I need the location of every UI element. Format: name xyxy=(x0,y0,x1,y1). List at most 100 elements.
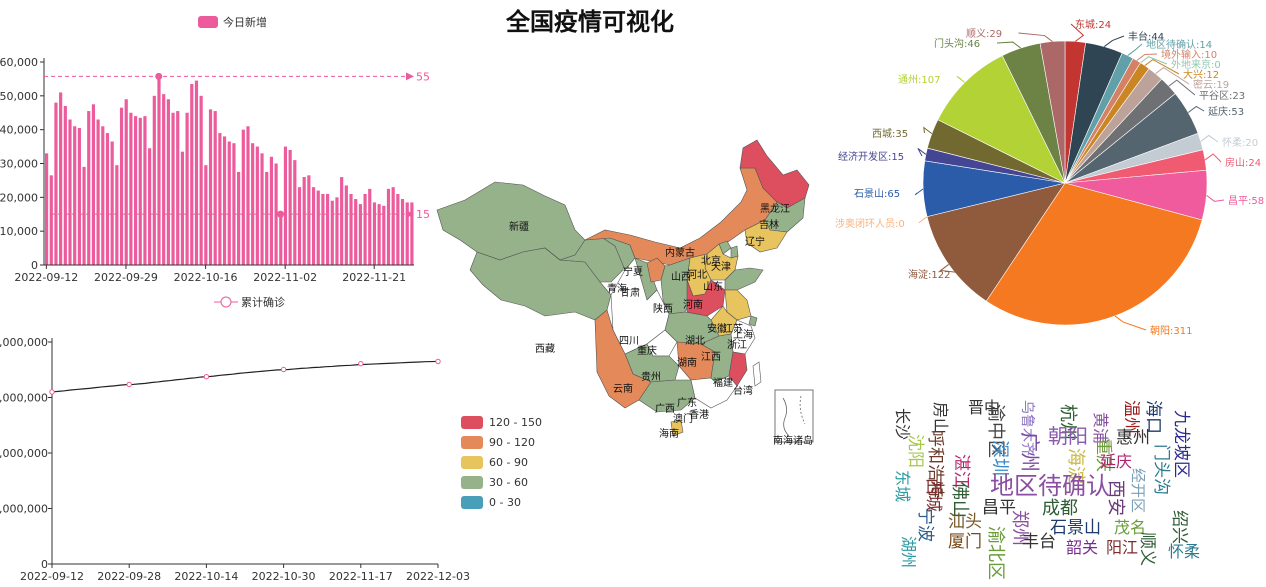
y-tick-label: 4,000,000 xyxy=(0,447,48,460)
bar xyxy=(293,160,297,265)
page-title: 全国疫情可视化 xyxy=(506,8,674,36)
word-cloud-word: 西城 xyxy=(923,478,943,512)
pie-label-line xyxy=(1114,315,1147,331)
province-海南 xyxy=(670,419,684,437)
bar xyxy=(110,141,114,265)
bar xyxy=(307,175,311,265)
word-cloud-word: 沈阳 xyxy=(905,434,925,468)
pie-label: 大兴:12 xyxy=(1183,68,1219,81)
y-tick-label: 0 xyxy=(31,259,38,272)
bar xyxy=(152,95,156,265)
word-cloud-word: 晋中 xyxy=(968,398,1001,417)
pie-label-line xyxy=(1204,153,1222,163)
pie-label: 东城:24 xyxy=(1075,18,1111,31)
pie-label: 经济开发区:15 xyxy=(838,150,904,163)
province-label-广东: 广东 xyxy=(677,396,697,409)
bar xyxy=(326,193,330,265)
map-legend-item[interactable]: 120 - 150 xyxy=(461,416,542,429)
y-tick-label: 30,000 xyxy=(0,158,38,171)
province-广东 xyxy=(690,375,738,409)
pie-label: 地区待确认:14 xyxy=(1146,38,1212,51)
province-label-辽宁: 辽宁 xyxy=(745,235,765,248)
y-tick-label: 0 xyxy=(41,558,48,571)
bar xyxy=(260,153,264,265)
province-label-浙江: 浙江 xyxy=(727,339,747,351)
province-label-广西: 广西 xyxy=(655,403,675,415)
pie-label-line xyxy=(939,264,972,275)
bar xyxy=(279,214,283,265)
cumulative-marker xyxy=(435,358,441,365)
legend-label-daily: 今日新增 xyxy=(223,15,267,29)
map-legend-swatch xyxy=(461,476,483,489)
map-legend-item[interactable]: 60 - 90 xyxy=(461,456,528,469)
word-cloud-word: 昌平 xyxy=(982,498,1016,518)
bar xyxy=(133,116,138,265)
bar xyxy=(194,80,199,265)
x-tick-label: 2022-09-12 xyxy=(20,570,84,583)
legend-label-cumulative: 累计确诊 xyxy=(241,295,285,309)
bar xyxy=(288,149,292,265)
bar xyxy=(222,136,227,265)
word-cloud-word: 成都 xyxy=(1042,498,1078,519)
bar xyxy=(180,151,185,265)
bar xyxy=(171,112,175,265)
pie-slice xyxy=(926,182,1066,302)
province-label-湖北: 湖北 xyxy=(685,335,705,347)
pie-label: 朝阳:311 xyxy=(1150,325,1192,337)
bar xyxy=(91,104,96,266)
x-tick-label: 2022-10-14 xyxy=(174,570,238,583)
word-cloud-word: 广州 xyxy=(1018,432,1042,472)
x-tick-label: 2022-11-02 xyxy=(253,271,317,284)
pie-label-line xyxy=(956,75,966,83)
cumulative-marker xyxy=(49,389,55,395)
pie-label-line xyxy=(1127,43,1143,56)
map-legend-item[interactable]: 0 - 30 xyxy=(461,496,521,509)
x-tick-label: 2022-09-12 xyxy=(14,271,78,284)
bar xyxy=(208,109,213,265)
pie-label-line xyxy=(1103,35,1125,47)
map-legend-label: 120 - 150 xyxy=(489,416,542,429)
province-label-澳门: 澳门 xyxy=(673,412,693,425)
pie-label: 涉奥闭环人员:0 xyxy=(835,217,905,230)
x-tick-label: 2022-11-21 xyxy=(342,271,406,284)
word-cloud-word: 经开区 xyxy=(1129,468,1147,514)
province-label-内蒙古: 内蒙古 xyxy=(665,246,695,259)
daily-new-cases-chart: 今日新增 0 10,000 20,000 30,000 40,000 50,000 60,00… xyxy=(0,10,451,285)
province-label-南海诸岛: 南海诸岛 xyxy=(773,434,813,447)
province-label-宁夏: 宁夏 xyxy=(623,265,643,278)
province-黑龙江 xyxy=(739,139,810,209)
pie-label-line xyxy=(1140,56,1168,65)
x-tick-label: 2022-12-03 xyxy=(406,570,470,583)
word-cloud-word: 石景山 xyxy=(1050,518,1101,538)
bar xyxy=(204,165,208,265)
word-cloud-word: 顺义 xyxy=(1137,532,1157,566)
y-tick-label: 2,000,000 xyxy=(0,503,48,516)
bar xyxy=(349,193,353,265)
pie-label: 昌平:58 xyxy=(1228,195,1264,207)
map-legend-swatch xyxy=(461,416,483,429)
pie-label-line xyxy=(918,216,928,224)
map-legend-item[interactable]: 30 - 60 xyxy=(461,476,528,489)
map-legend-item[interactable]: 90 - 120 xyxy=(461,436,535,449)
province-台湾 xyxy=(752,361,762,387)
bar xyxy=(340,177,344,265)
pie-label-line xyxy=(1155,67,1190,85)
word-cloud-word: 绍兴 xyxy=(1169,510,1189,544)
bar xyxy=(49,175,53,265)
province-label-黑龙江: 黑龙江 xyxy=(760,202,790,215)
province-label-青海: 青海 xyxy=(607,282,627,295)
province-辽宁 xyxy=(744,219,788,253)
pie-svg: 东城:24 丰台:44地区待确认:14境外输入:10外地来京:0大兴:12密云:1… xyxy=(835,18,1264,337)
word-cloud-word: 地区待确认 xyxy=(990,472,1110,500)
bar xyxy=(73,126,77,266)
bar xyxy=(82,166,86,265)
bar xyxy=(368,188,372,265)
province-label-湖南: 湖南 xyxy=(677,356,697,369)
pie-label: 平谷区:23 xyxy=(1199,90,1245,102)
word-cloud-word: 怀柔 xyxy=(1168,542,1201,561)
bar xyxy=(269,156,273,265)
province-label-陕西: 陕西 xyxy=(653,302,673,315)
bar xyxy=(129,112,133,265)
bar xyxy=(176,111,180,265)
